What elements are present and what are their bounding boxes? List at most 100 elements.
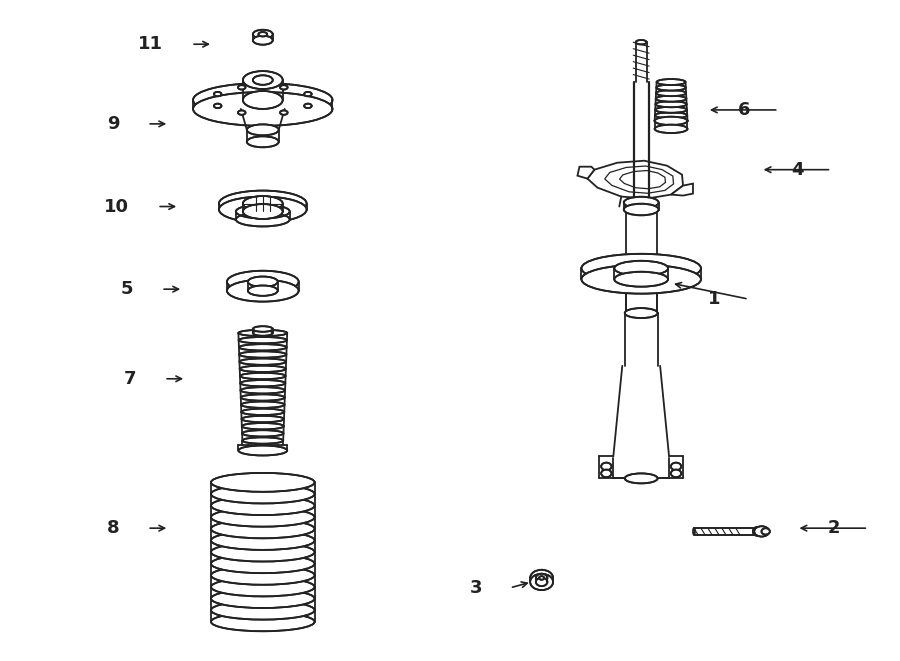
Ellipse shape <box>615 272 668 287</box>
Ellipse shape <box>615 261 668 276</box>
Text: 7: 7 <box>124 369 136 388</box>
Ellipse shape <box>238 110 246 115</box>
Ellipse shape <box>248 276 278 287</box>
Ellipse shape <box>240 373 285 379</box>
Ellipse shape <box>253 30 273 39</box>
Ellipse shape <box>211 554 315 573</box>
Ellipse shape <box>238 330 287 336</box>
Ellipse shape <box>247 136 279 147</box>
Ellipse shape <box>241 401 284 408</box>
Ellipse shape <box>211 543 315 562</box>
Ellipse shape <box>242 423 284 430</box>
Ellipse shape <box>236 212 290 227</box>
Ellipse shape <box>624 197 659 208</box>
Ellipse shape <box>211 612 315 631</box>
Ellipse shape <box>194 92 332 126</box>
Ellipse shape <box>753 527 760 535</box>
Ellipse shape <box>280 110 288 115</box>
Ellipse shape <box>211 520 315 538</box>
Ellipse shape <box>211 485 315 504</box>
Ellipse shape <box>253 327 273 332</box>
Ellipse shape <box>625 473 658 483</box>
Ellipse shape <box>625 308 658 318</box>
Ellipse shape <box>243 204 283 219</box>
Ellipse shape <box>239 351 286 358</box>
Ellipse shape <box>239 358 286 365</box>
Ellipse shape <box>761 528 770 535</box>
Ellipse shape <box>247 124 279 136</box>
Ellipse shape <box>530 570 554 586</box>
Ellipse shape <box>654 118 688 124</box>
Text: 8: 8 <box>107 519 120 537</box>
Ellipse shape <box>258 32 267 36</box>
Text: 9: 9 <box>107 115 120 133</box>
Text: 10: 10 <box>104 198 130 215</box>
Ellipse shape <box>243 91 283 109</box>
Ellipse shape <box>211 578 315 596</box>
Ellipse shape <box>253 36 273 45</box>
Ellipse shape <box>670 463 681 470</box>
Text: 3: 3 <box>470 579 482 597</box>
Ellipse shape <box>655 112 688 118</box>
Ellipse shape <box>241 395 284 401</box>
Ellipse shape <box>655 101 687 107</box>
Ellipse shape <box>211 601 315 619</box>
Ellipse shape <box>242 438 284 444</box>
Ellipse shape <box>211 589 315 608</box>
Ellipse shape <box>536 578 547 586</box>
Polygon shape <box>588 161 683 198</box>
Polygon shape <box>578 167 594 178</box>
Text: 6: 6 <box>738 101 751 119</box>
Ellipse shape <box>253 75 273 85</box>
Ellipse shape <box>241 416 284 422</box>
Text: 1: 1 <box>708 290 721 308</box>
Ellipse shape <box>539 576 544 580</box>
Ellipse shape <box>670 469 681 477</box>
Ellipse shape <box>530 574 554 590</box>
Text: 2: 2 <box>828 519 841 537</box>
Ellipse shape <box>219 196 307 223</box>
Polygon shape <box>671 184 693 196</box>
Ellipse shape <box>211 473 315 492</box>
Ellipse shape <box>211 508 315 527</box>
Ellipse shape <box>243 196 283 211</box>
Ellipse shape <box>654 125 688 133</box>
Ellipse shape <box>635 40 647 44</box>
Ellipse shape <box>238 446 287 455</box>
Ellipse shape <box>304 92 311 97</box>
Ellipse shape <box>248 286 278 296</box>
Ellipse shape <box>656 90 686 96</box>
Text: 11: 11 <box>139 35 163 53</box>
Ellipse shape <box>239 366 286 372</box>
Ellipse shape <box>238 85 246 89</box>
Ellipse shape <box>214 92 221 97</box>
Ellipse shape <box>581 254 701 283</box>
Ellipse shape <box>624 204 659 215</box>
Ellipse shape <box>693 528 695 535</box>
Ellipse shape <box>601 469 611 477</box>
Ellipse shape <box>536 574 547 582</box>
Ellipse shape <box>211 496 315 515</box>
Ellipse shape <box>657 79 686 85</box>
Ellipse shape <box>601 463 611 470</box>
Ellipse shape <box>211 566 315 585</box>
Ellipse shape <box>211 531 315 550</box>
Ellipse shape <box>754 526 770 537</box>
Ellipse shape <box>654 117 688 125</box>
Ellipse shape <box>227 271 299 293</box>
Ellipse shape <box>227 280 299 301</box>
Ellipse shape <box>253 330 273 336</box>
Ellipse shape <box>214 104 221 108</box>
Ellipse shape <box>655 107 687 113</box>
Ellipse shape <box>238 337 287 343</box>
Ellipse shape <box>219 190 307 217</box>
Ellipse shape <box>304 104 311 108</box>
Ellipse shape <box>240 380 285 387</box>
Ellipse shape <box>194 83 332 117</box>
Ellipse shape <box>240 387 285 393</box>
Text: 5: 5 <box>121 280 133 298</box>
Ellipse shape <box>242 430 284 436</box>
Ellipse shape <box>238 344 287 350</box>
Ellipse shape <box>581 265 701 293</box>
Ellipse shape <box>241 408 284 415</box>
